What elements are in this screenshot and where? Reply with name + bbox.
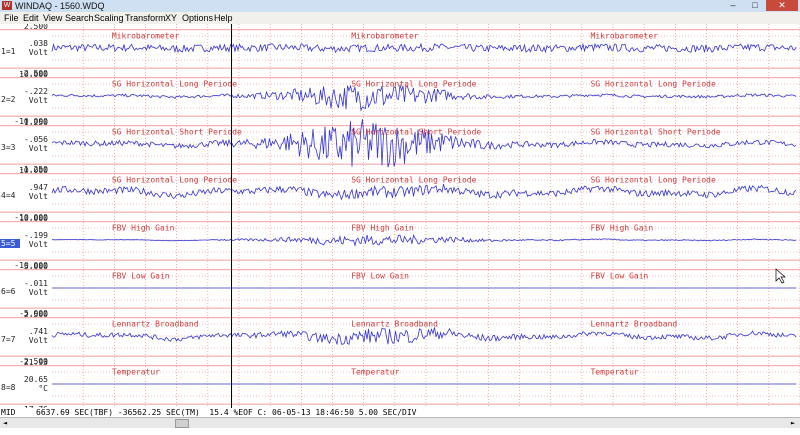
channel-value: .741 bbox=[29, 327, 48, 336]
horizontal-scrollbar[interactable]: ◄ ► bbox=[0, 417, 800, 428]
channel-number: 5=5 bbox=[1, 239, 16, 248]
minimize-button[interactable]: – bbox=[730, 0, 736, 10]
channel-name-label: FBV High Gain bbox=[112, 223, 175, 232]
channel-name-label: Temperatur bbox=[591, 367, 639, 376]
channel-name-label: SG Horizontal Long Periode bbox=[112, 79, 237, 88]
channel-top-scale: 10.000 bbox=[19, 166, 48, 175]
vertical-grid bbox=[82, 24, 800, 408]
menu-view[interactable]: View bbox=[43, 13, 63, 23]
channel-trace bbox=[51, 327, 797, 345]
channel-trace bbox=[51, 42, 797, 54]
channel-name-label: FBV High Gain bbox=[351, 223, 414, 232]
channel-unit: Volt bbox=[29, 240, 48, 249]
menu-help[interactable]: Help bbox=[214, 13, 233, 23]
channel-name-label: FBV Low Gain bbox=[112, 271, 170, 280]
channel-name-label: Mikrobarometer bbox=[351, 31, 419, 40]
channel-number: 8=8 bbox=[1, 383, 16, 392]
channel-name-label: SG Horizontal Short Periode bbox=[591, 127, 721, 136]
channel-bottom-scale: -10.000 bbox=[14, 213, 48, 222]
channel-number: 2=2 bbox=[1, 95, 16, 104]
channel-bottom-scale: -1.250 bbox=[19, 165, 48, 174]
channel-name-label: Temperatur bbox=[112, 367, 160, 376]
menu-file[interactable]: File bbox=[4, 13, 19, 23]
channel-unit: Volt bbox=[29, 96, 48, 105]
channel-name-label: SG Horizontal Short Periode bbox=[112, 127, 242, 136]
channel-name-label: SG Horizontal Long Periode bbox=[591, 79, 716, 88]
channel-top-scale: 2.500 bbox=[24, 310, 48, 319]
channel-trace bbox=[51, 119, 797, 168]
channel-value: -.199 bbox=[24, 231, 48, 240]
channel-trace bbox=[51, 233, 797, 247]
channel-name-label: Temperatur bbox=[351, 367, 399, 376]
scroll-right-arrow-icon[interactable]: ► bbox=[790, 419, 796, 427]
channel-bottom-scale: -10.000 bbox=[14, 261, 48, 270]
channel-name-label: Mikrobarometer bbox=[112, 31, 180, 40]
channel-unit: Volt bbox=[29, 336, 48, 345]
menu-options[interactable]: Options bbox=[182, 13, 214, 23]
channel-number: 3=3 bbox=[1, 143, 16, 152]
menu-transform[interactable]: Transform bbox=[125, 13, 166, 23]
status-mode: MID bbox=[1, 408, 16, 417]
maximize-button[interactable]: □ bbox=[752, 0, 758, 10]
channel-bottom-scale: 17.76 bbox=[24, 405, 48, 408]
channel-trace bbox=[51, 84, 797, 112]
channel-value: 20.65 bbox=[24, 375, 48, 384]
scroll-left-arrow-icon[interactable]: ◄ bbox=[2, 419, 8, 427]
channel-name-label: Lennartz Broadband bbox=[591, 319, 678, 328]
channel-top-scale: 10.000 bbox=[19, 214, 48, 223]
status-readout: 6637.69 SEC(TBF) -36562.25 SEC(TM) 15.4 … bbox=[36, 408, 417, 417]
status-bar: MID 6637.69 SEC(TBF) -36562.25 SEC(TM) 1… bbox=[0, 408, 800, 417]
mouse-pointer-icon bbox=[775, 268, 786, 284]
menu-scaling[interactable]: Scaling bbox=[94, 13, 124, 23]
channel-unit: Volt bbox=[29, 144, 48, 153]
channel-name-label: SG Horizontal Long Periode bbox=[112, 175, 237, 184]
channel-unit: Volt bbox=[29, 192, 48, 201]
channel-number: 4=4 bbox=[1, 191, 16, 200]
channel-top-scale: 1.250 bbox=[24, 118, 48, 127]
channel-bottom-scale: -2.500 bbox=[19, 357, 48, 366]
channel-name-label: Lennartz Broadband bbox=[351, 319, 438, 328]
channel-name-label: FBV High Gain bbox=[591, 223, 654, 232]
channel-bottom-scale: -10.000 bbox=[14, 117, 48, 126]
channel-name-label: FBV Low Gain bbox=[351, 271, 409, 280]
channel-name-label: SG Horizontal Long Periode bbox=[351, 175, 476, 184]
windaq-app-icon[interactable]: W bbox=[2, 1, 12, 10]
channel-top-scale: 2.500 bbox=[24, 24, 48, 31]
channel-bottom-scale: -5.000 bbox=[19, 309, 48, 318]
window-title: WINDAQ - 1560.WDQ bbox=[15, 1, 105, 11]
channel-value: -.222 bbox=[24, 87, 48, 96]
channel-unit: Volt bbox=[29, 48, 48, 57]
channel-number: 7=7 bbox=[1, 335, 16, 344]
channel-name-label: Mikrobarometer bbox=[591, 31, 659, 40]
menu-search[interactable]: Search bbox=[65, 13, 94, 23]
channel-name-label: SG Horizontal Long Periode bbox=[591, 175, 716, 184]
channel-value: -.056 bbox=[24, 135, 48, 144]
channel-top-scale: 21.93 bbox=[24, 358, 48, 367]
channel-name-label: SG Horizontal Short Periode bbox=[351, 127, 481, 136]
channel-value: -.011 bbox=[24, 279, 48, 288]
close-button[interactable]: ✕ bbox=[766, 0, 798, 11]
channel-trace bbox=[51, 183, 797, 201]
channel-unit: Volt bbox=[29, 288, 48, 297]
channel-name-label: SG Horizontal Long Periode bbox=[351, 79, 476, 88]
channel-number: 6=6 bbox=[1, 287, 16, 296]
channel-unit: °C bbox=[38, 384, 48, 393]
channel-bottom-scale: -2.500 bbox=[19, 69, 48, 78]
channel-top-scale: 10.000 bbox=[19, 70, 48, 79]
channel-top-scale: 5.000 bbox=[24, 262, 48, 271]
channel-value: .947 bbox=[29, 183, 48, 192]
channel-value: .038 bbox=[29, 39, 48, 48]
menu-xy[interactable]: XY bbox=[165, 13, 178, 23]
channel-number: 1=1 bbox=[1, 47, 16, 56]
selected-channel-highlight bbox=[0, 239, 20, 248]
menu-edit[interactable]: Edit bbox=[23, 13, 39, 23]
channel-name-label: Lennartz Broadband bbox=[112, 319, 199, 328]
channel-name-label: FBV Low Gain bbox=[591, 271, 649, 280]
menu-bar: File Edit View Search Scaling Transform … bbox=[0, 12, 800, 24]
